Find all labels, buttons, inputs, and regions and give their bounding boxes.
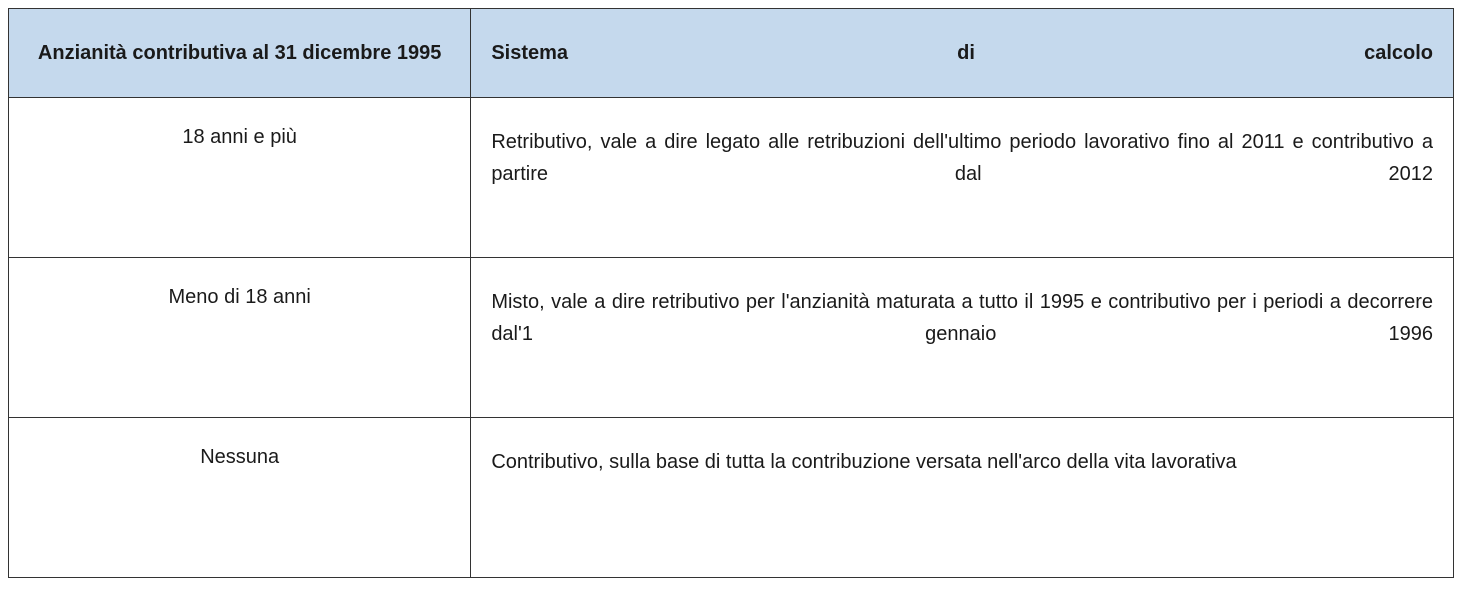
cell-system: Misto, vale a dire retributivo per l'anz… [471, 258, 1454, 418]
column-header-system: Sistema di calcolo [471, 9, 1454, 98]
cell-seniority: Nessuna [9, 418, 471, 578]
cell-system: Retributivo, vale a dire legato alle ret… [471, 98, 1454, 258]
table-row: Nessuna Contributivo, sulla base di tutt… [9, 418, 1454, 578]
cell-system: Contributivo, sulla base di tutta la con… [471, 418, 1454, 578]
table-row: Meno di 18 anni Misto, vale a dire retri… [9, 258, 1454, 418]
pension-calculation-table: Anzianità contributiva al 31 dicembre 19… [8, 8, 1454, 578]
table-header-row: Anzianità contributiva al 31 dicembre 19… [9, 9, 1454, 98]
cell-seniority: Meno di 18 anni [9, 258, 471, 418]
table-row: 18 anni e più Retributivo, vale a dire l… [9, 98, 1454, 258]
cell-seniority: 18 anni e più [9, 98, 471, 258]
column-header-seniority: Anzianità contributiva al 31 dicembre 19… [9, 9, 471, 98]
